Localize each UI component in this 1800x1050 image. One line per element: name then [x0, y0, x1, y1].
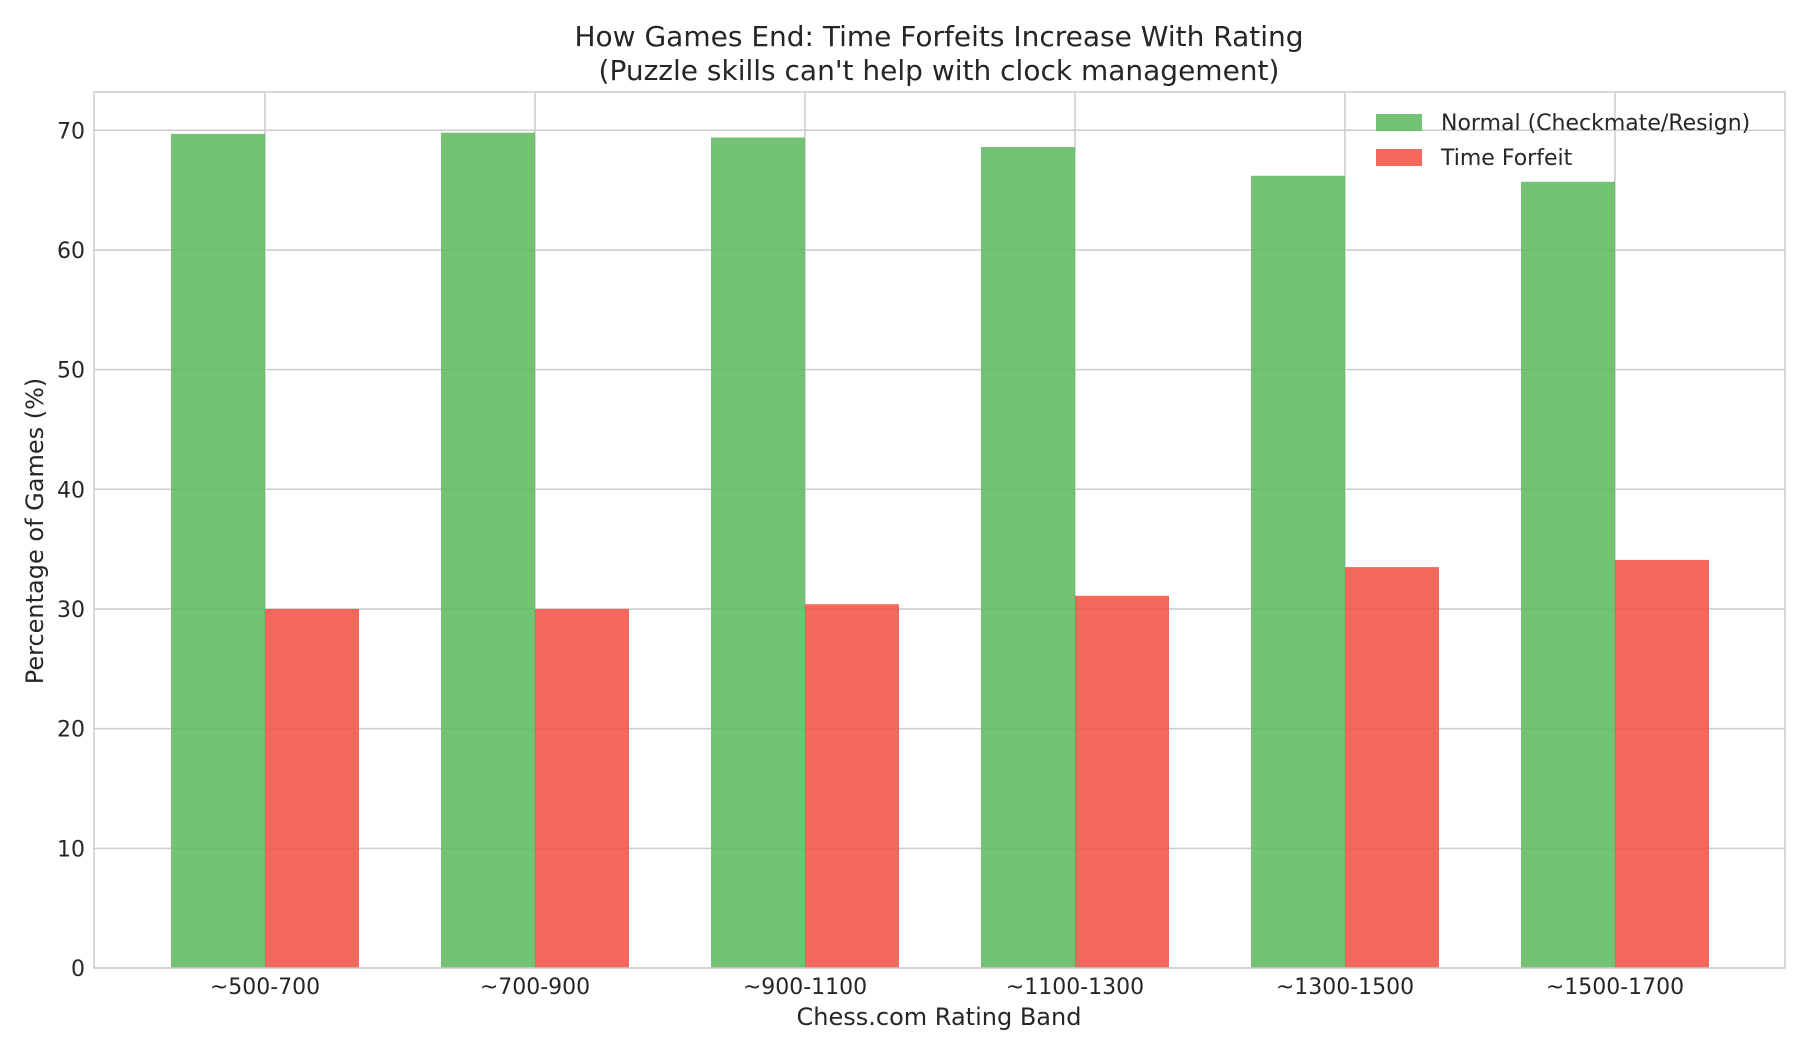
- bar-time-forfeit: [265, 608, 359, 968]
- x-tick-label: ~900-1100: [743, 975, 867, 1000]
- x-tick-label: ~700-900: [480, 975, 590, 1000]
- legend-label-normal: Normal (Checkmate/Resign): [1441, 111, 1750, 136]
- bar-normal: [711, 137, 805, 968]
- y-tick-label: 0: [71, 957, 85, 982]
- bar-marks: [171, 132, 1709, 969]
- y-tick-label: 40: [57, 478, 85, 503]
- bar-time-forfeit: [1615, 559, 1709, 968]
- legend: Normal (Checkmate/Resign) Time Forfeit: [1376, 111, 1750, 171]
- bar-time-forfeit: [1345, 567, 1439, 968]
- legend-label-time-forfeit: Time Forfeit: [1440, 146, 1573, 171]
- y-tick-label: 50: [57, 359, 85, 384]
- plot-frame: [93, 91, 1786, 969]
- y-axis-label: Percentage of Games (%): [21, 378, 49, 685]
- bar-time-forfeit: [1075, 595, 1169, 968]
- legend-swatch-normal: [1376, 114, 1422, 131]
- plot-border: [93, 91, 1786, 969]
- x-axis-ticks: ~500-700 ~700-900 ~900-1100 ~1100-1300 ~1300…: [210, 975, 1684, 1000]
- legend-swatch-time-forfeit: [1376, 149, 1422, 166]
- y-tick-label: 30: [57, 598, 85, 623]
- bar-normal: [171, 133, 265, 968]
- y-tick-label: 70: [57, 119, 85, 144]
- bar-normal: [1521, 181, 1615, 969]
- bar-normal: [1251, 175, 1345, 968]
- x-tick-label: ~1100-1300: [1006, 975, 1144, 1000]
- x-axis-label: Chess.com Rating Band: [797, 1003, 1082, 1031]
- y-tick-label: 20: [57, 718, 85, 743]
- chart-subtitle: (Puzzle skills can't help with clock man…: [599, 54, 1280, 87]
- y-tick-label: 60: [57, 239, 85, 264]
- chart-title: How Games End: Time Forfeits Increase Wi…: [574, 20, 1303, 53]
- bar-time-forfeit: [535, 608, 629, 968]
- x-tick-label: ~1300-1500: [1276, 975, 1414, 1000]
- x-tick-label: ~1500-1700: [1546, 975, 1684, 1000]
- bar-normal: [441, 132, 535, 968]
- bar-normal: [981, 147, 1075, 968]
- x-tick-label: ~500-700: [210, 975, 320, 1000]
- y-axis-ticks: 0 10 20 30 40 50 60 70: [57, 119, 85, 982]
- y-tick-label: 10: [57, 837, 85, 862]
- bar-time-forfeit: [805, 604, 899, 968]
